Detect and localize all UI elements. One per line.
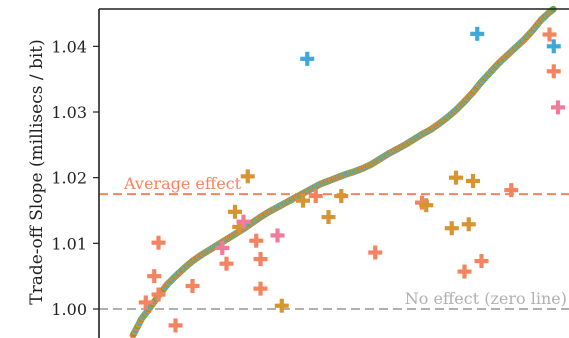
- cross-marker: [240, 169, 255, 184]
- reference-label-average: Average effect: [123, 174, 242, 193]
- cross-marker: [236, 214, 251, 229]
- cross-marker: [321, 210, 336, 225]
- y-tick-label: 1.03: [51, 103, 87, 122]
- cross-marker: [185, 279, 200, 294]
- cross-marker: [151, 235, 166, 250]
- cross-marker: [546, 64, 561, 79]
- cross-marker: [168, 318, 183, 333]
- cross-marker: [449, 170, 463, 185]
- cross-marker: [444, 221, 459, 236]
- cross-marker: [368, 245, 383, 260]
- cross-marker: [147, 269, 162, 284]
- y-tick-label: 1.02: [51, 169, 87, 188]
- cross-marker: [253, 252, 268, 267]
- cross-marker: [274, 298, 289, 313]
- reference-lines: Average effect No effect (zero line): [99, 174, 569, 310]
- cross-marker: [542, 27, 557, 42]
- y-tick-label: 1.04: [51, 37, 87, 56]
- cross-marker: [296, 193, 310, 208]
- cross-marker: [300, 51, 315, 66]
- cross-marker: [504, 183, 519, 198]
- cross-marker: [419, 198, 434, 213]
- cross-marker: [461, 217, 476, 232]
- y-axis-label: Trade-off Slope (millisecs / bit): [27, 39, 47, 305]
- cross-markers: [138, 26, 565, 333]
- cross-marker: [228, 204, 242, 219]
- sorted-curve: [129, 5, 557, 338]
- cross-marker: [219, 256, 234, 271]
- y-ticks: 1.00 1.01 1.02 1.03 1.04: [51, 37, 99, 319]
- cross-marker: [308, 189, 323, 204]
- axes: [98, 8, 569, 338]
- cross-marker: [151, 287, 166, 302]
- cross-marker: [270, 228, 285, 243]
- cross-marker: [551, 100, 565, 115]
- cross-marker: [470, 26, 485, 41]
- reference-label-zero: No effect (zero line): [405, 289, 567, 308]
- cross-marker: [474, 254, 489, 269]
- cross-marker: [334, 189, 349, 204]
- cross-marker: [546, 39, 561, 54]
- cross-marker: [253, 281, 268, 296]
- y-tick-label: 1.00: [51, 300, 87, 319]
- cross-marker: [215, 240, 230, 255]
- cross-marker: [138, 295, 153, 310]
- y-tick-label: 1.01: [51, 234, 87, 253]
- cross-marker: [466, 173, 480, 188]
- cross-marker: [249, 233, 264, 248]
- cross-marker: [457, 264, 472, 279]
